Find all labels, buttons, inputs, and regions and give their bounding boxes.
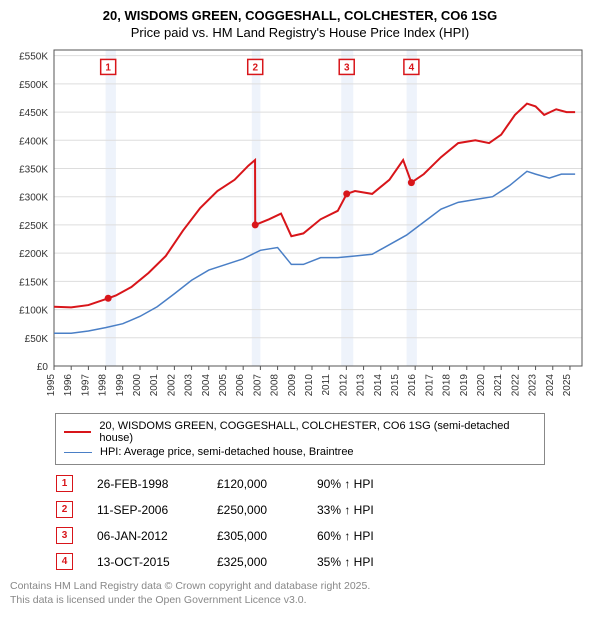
- transaction-date: 13-OCT-2015: [97, 555, 217, 569]
- legend-row: 20, WISDOMS GREEN, COGGESHALL, COLCHESTE…: [64, 420, 536, 444]
- highlight-band: [341, 50, 353, 366]
- marker-badge-number: 2: [252, 62, 258, 73]
- chart-area: £0 £50K £100K £150K £200K £250K £300K £350K £400…: [10, 42, 590, 407]
- x-tick-label: 2024: [545, 374, 556, 397]
- x-tick-label: 2023: [528, 374, 539, 397]
- legend-label: 20, WISDOMS GREEN, COGGESHALL, COLCHESTE…: [99, 420, 536, 444]
- y-tick-label: £300K: [19, 193, 48, 204]
- x-tick-label: 2007: [252, 374, 263, 397]
- x-tick-label: 2019: [459, 374, 470, 397]
- legend-swatch: [64, 452, 92, 453]
- y-tick-label: £100K: [19, 306, 48, 317]
- y-tick-label: £0: [37, 362, 49, 373]
- x-tick-label: 2011: [321, 374, 332, 396]
- highlight-band: [106, 50, 116, 366]
- x-tick-label: 2003: [184, 374, 195, 397]
- x-tick-label: 1998: [98, 374, 109, 397]
- transaction-row: 1 26-FEB-1998£120,00090% ↑ HPI: [56, 475, 590, 492]
- x-tick-label: 2010: [304, 374, 315, 397]
- legend: 20, WISDOMS GREEN, COGGESHALL, COLCHESTE…: [55, 413, 545, 465]
- y-tick-label: £450K: [19, 108, 48, 119]
- transaction-price: £250,000: [217, 503, 317, 517]
- x-tick-label: 2018: [442, 374, 453, 397]
- transaction-row: 4 13-OCT-2015£325,00035% ↑ HPI: [56, 553, 590, 570]
- x-tick-label: 2012: [338, 374, 349, 397]
- x-tick-label: 2016: [407, 374, 418, 397]
- y-tick-label: £250K: [19, 221, 48, 232]
- title-line2: Price paid vs. HM Land Registry's House …: [10, 25, 590, 40]
- y-tick-label: £350K: [19, 165, 48, 176]
- title-line1: 20, WISDOMS GREEN, COGGESHALL, COLCHESTE…: [10, 8, 590, 23]
- marker-dot: [105, 295, 112, 302]
- transaction-price: £120,000: [217, 477, 317, 491]
- footer-line2: This data is licensed under the Open Gov…: [10, 593, 590, 607]
- marker-badge-number: 4: [409, 62, 415, 73]
- series-hpi: [54, 171, 575, 333]
- footer-attribution: Contains HM Land Registry data © Crown c…: [10, 579, 590, 607]
- transaction-pct: 35% ↑ HPI: [317, 555, 427, 569]
- y-tick-label: £150K: [19, 277, 48, 288]
- x-tick-label: 2005: [218, 374, 229, 397]
- x-tick-label: 2025: [562, 374, 573, 397]
- legend-row: HPI: Average price, semi-detached house,…: [64, 446, 536, 458]
- transaction-row: 2 11-SEP-2006£250,00033% ↑ HPI: [56, 501, 590, 518]
- transaction-badge: 2: [56, 501, 73, 518]
- transaction-badge: 1: [56, 475, 73, 492]
- legend-swatch: [64, 431, 91, 433]
- transaction-row: 3 06-JAN-2012£305,00060% ↑ HPI: [56, 527, 590, 544]
- marker-dot: [408, 179, 415, 186]
- x-tick-label: 1995: [46, 374, 57, 397]
- x-tick-label: 1997: [80, 374, 91, 397]
- marker-badge-number: 1: [105, 62, 111, 73]
- marker-dot: [343, 190, 350, 197]
- highlight-band: [407, 50, 417, 366]
- transaction-date: 11-SEP-2006: [97, 503, 217, 517]
- x-tick-label: 1999: [115, 374, 126, 397]
- x-tick-label: 2014: [373, 374, 384, 397]
- transaction-pct: 33% ↑ HPI: [317, 503, 427, 517]
- y-tick-label: £50K: [25, 334, 49, 345]
- x-tick-label: 2002: [166, 374, 177, 397]
- x-tick-label: 2015: [390, 374, 401, 397]
- x-tick-label: 2001: [149, 374, 160, 397]
- marker-dot: [252, 221, 259, 228]
- transaction-price: £305,000: [217, 529, 317, 543]
- y-tick-label: £400K: [19, 136, 48, 147]
- x-tick-label: 2004: [201, 374, 212, 397]
- series-price_paid: [54, 104, 575, 308]
- transaction-badge: 3: [56, 527, 73, 544]
- x-tick-label: 2017: [424, 374, 435, 397]
- transaction-price: £325,000: [217, 555, 317, 569]
- x-tick-label: 2020: [476, 374, 487, 397]
- x-tick-label: 2022: [510, 374, 521, 397]
- x-tick-label: 2000: [132, 374, 143, 397]
- line-chart-svg: £0 £50K £100K £150K £200K £250K £300K £350K £400…: [10, 42, 590, 402]
- x-tick-label: 2009: [287, 374, 298, 397]
- title-block: 20, WISDOMS GREEN, COGGESHALL, COLCHESTE…: [10, 8, 590, 40]
- x-tick-label: 2021: [493, 374, 504, 397]
- x-tick-label: 1996: [63, 374, 74, 397]
- marker-badge-number: 3: [344, 62, 350, 73]
- x-tick-label: 2006: [235, 374, 246, 397]
- y-tick-label: £200K: [19, 249, 48, 260]
- footer-line1: Contains HM Land Registry data © Crown c…: [10, 579, 590, 593]
- transaction-pct: 60% ↑ HPI: [317, 529, 427, 543]
- y-tick-label: £550K: [19, 52, 48, 63]
- transaction-pct: 90% ↑ HPI: [317, 477, 427, 491]
- y-tick-label: £500K: [19, 80, 48, 91]
- transaction-table: 1 26-FEB-1998£120,00090% ↑ HPI 2 11-SEP-200…: [56, 475, 590, 570]
- x-tick-label: 2008: [270, 374, 281, 397]
- legend-label: HPI: Average price, semi-detached house,…: [100, 446, 354, 458]
- transaction-badge: 4: [56, 553, 73, 570]
- chart-container: 20, WISDOMS GREEN, COGGESHALL, COLCHESTE…: [0, 0, 600, 615]
- x-tick-label: 2013: [356, 374, 367, 397]
- transaction-date: 06-JAN-2012: [97, 529, 217, 543]
- transaction-date: 26-FEB-1998: [97, 477, 217, 491]
